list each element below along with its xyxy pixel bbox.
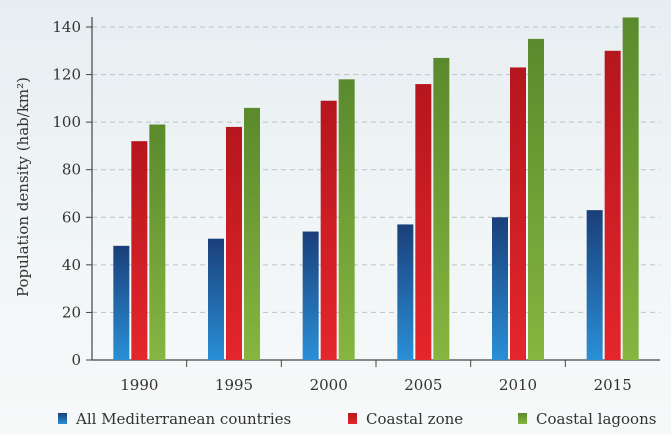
bar-coastal-lagoons-2000: [338, 79, 355, 360]
bar-coastal-zone-2010: [510, 67, 526, 360]
bar-all-mediterranean-countries-2015: [586, 210, 603, 360]
x-tick-label: 2010: [499, 376, 537, 394]
y-tick-label: 20: [62, 303, 81, 321]
y-tick-label: 100: [52, 113, 81, 131]
bar-coastal-zone-1990: [131, 141, 148, 360]
y-tick-label: 80: [62, 161, 81, 179]
y-tick-label: 0: [71, 351, 81, 369]
x-tick-label: 1990: [120, 376, 158, 394]
gridlines: [92, 26, 660, 313]
legend-swatch: [518, 413, 527, 424]
legend-swatch: [58, 413, 67, 424]
x-tick-labels: 1990 1995 2000 2005 2010 2015: [120, 376, 632, 394]
bar-coastal-zone-2015: [604, 50, 621, 361]
bars: [113, 17, 639, 361]
y-tick-label: 60: [62, 208, 81, 226]
bar-all-mediterranean-countries-1995: [208, 238, 224, 360]
x-tick-label: 2005: [404, 376, 442, 394]
bar-coastal-zone-2005: [415, 84, 432, 360]
axes: [86, 17, 660, 367]
y-axis-title: Population density (hab/km²): [14, 77, 32, 297]
bar-coastal-zone-2000: [320, 100, 337, 360]
bar-coastal-lagoons-1995: [244, 107, 260, 360]
bar-coastal-zone-1995: [226, 126, 242, 361]
bar-coastal-lagoons-2010: [528, 38, 544, 361]
legend-label: Coastal zone: [366, 410, 463, 428]
x-tick-label: 1995: [215, 376, 253, 394]
legend-swatch: [348, 413, 357, 424]
legend-label: All Mediterranean countries: [75, 410, 291, 428]
y-tick-label: 140: [52, 18, 81, 36]
y-tick-labels: 0 20 40 60 80 100 120 140: [52, 18, 81, 369]
bar-all-mediterranean-countries-1990: [113, 245, 130, 360]
bar-all-mediterranean-countries-2010: [492, 217, 508, 360]
bar-all-mediterranean-countries-2005: [397, 224, 414, 360]
legend: All Mediterranean countries Coastal zone C…: [58, 410, 656, 428]
x-tick-label: 2000: [310, 376, 348, 394]
bar-coastal-lagoons-2015: [622, 17, 639, 360]
legend-label: Coastal lagoons: [536, 410, 656, 428]
bar-coastal-lagoons-2005: [433, 57, 450, 361]
y-tick-label: 40: [62, 256, 81, 274]
bar-all-mediterranean-countries-2000: [302, 231, 319, 360]
x-tick-label: 2015: [594, 376, 632, 394]
y-tick-label: 120: [52, 66, 81, 84]
bar-coastal-lagoons-1990: [149, 124, 166, 361]
